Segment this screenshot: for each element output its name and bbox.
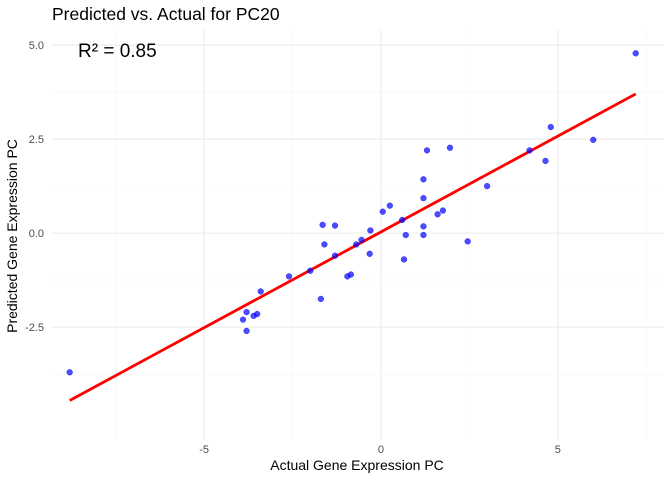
data-points — [66, 50, 639, 376]
data-point — [423, 147, 431, 154]
x-tick-label: 5 — [555, 444, 561, 456]
data-point — [285, 273, 293, 280]
data-point — [400, 256, 408, 263]
tick-labels: -5 0 5 -2.5 0.0 2.5 5.0 — [25, 40, 561, 456]
regression-line-group — [69, 92, 637, 402]
data-point — [319, 221, 326, 228]
data-point — [257, 288, 264, 295]
data-point — [66, 369, 73, 376]
data-point — [386, 202, 393, 209]
data-point — [420, 223, 427, 230]
data-point — [402, 231, 409, 239]
data-point — [399, 216, 406, 224]
data-point — [464, 238, 471, 245]
data-point — [243, 308, 250, 316]
y-tick-label: -2.5 — [25, 322, 44, 334]
data-point — [420, 231, 427, 239]
y-tick-label: 0.0 — [29, 228, 44, 240]
data-point — [420, 176, 427, 183]
data-point — [331, 252, 339, 259]
x-tick-label: -5 — [199, 444, 209, 456]
y-tick-label: 2.5 — [29, 134, 44, 146]
data-point — [483, 182, 491, 190]
r-squared-annotation: R² = 0.85 — [78, 41, 157, 62]
data-point — [254, 310, 261, 318]
data-point — [379, 208, 386, 215]
data-point — [446, 144, 454, 151]
data-point — [590, 136, 597, 143]
x-tick-label: 0 — [378, 444, 384, 456]
data-point — [239, 316, 247, 323]
data-point — [353, 241, 360, 248]
data-point — [547, 123, 554, 131]
data-point — [317, 295, 325, 303]
data-point — [321, 241, 328, 248]
grid — [52, 30, 664, 440]
data-point — [632, 50, 639, 57]
chart-title: Predicted vs. Actual for PC20 — [52, 4, 280, 24]
data-point — [358, 236, 365, 244]
data-point — [307, 267, 314, 274]
data-point — [243, 327, 250, 335]
data-point — [420, 194, 427, 202]
regression-line — [69, 92, 637, 402]
data-point — [526, 147, 533, 154]
data-point — [434, 211, 441, 218]
x-axis-title: Actual Gene Expression PC — [270, 457, 444, 473]
data-point — [366, 250, 373, 257]
y-axis-title: Predicted Gene Expression PC — [4, 139, 20, 333]
data-point — [439, 207, 447, 214]
data-point — [542, 157, 549, 165]
data-point — [347, 271, 355, 278]
data-point — [367, 227, 374, 234]
y-tick-label: 5.0 — [29, 40, 44, 52]
data-point — [331, 222, 339, 229]
